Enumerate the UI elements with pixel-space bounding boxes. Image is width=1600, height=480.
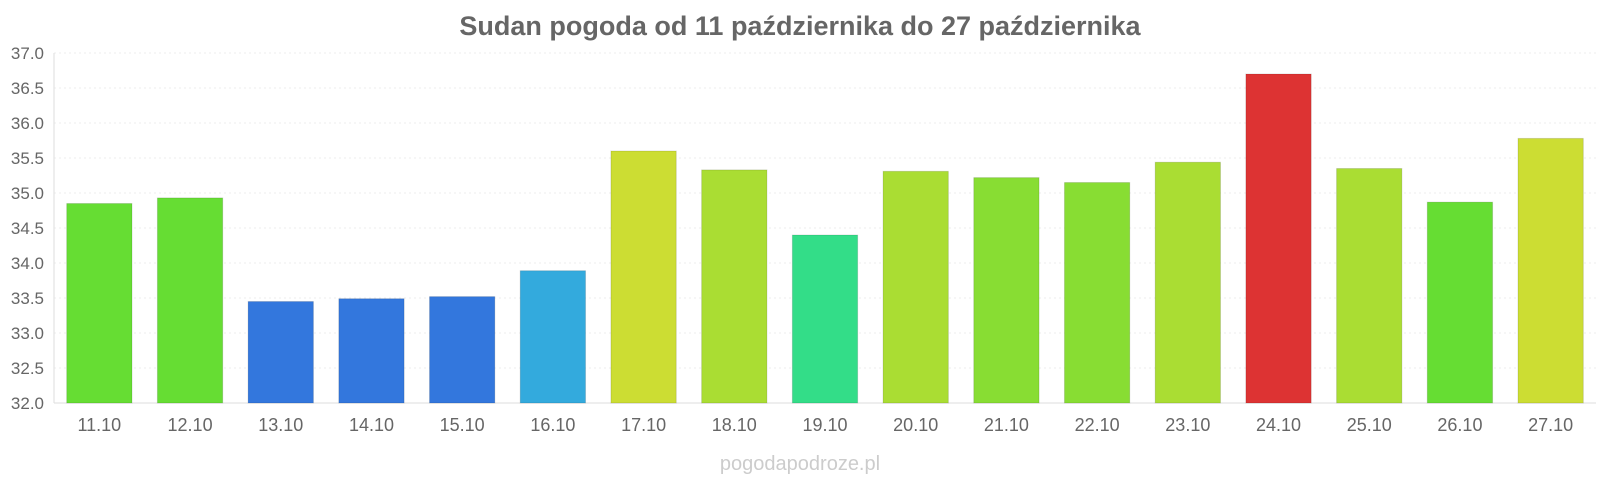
bar-19.10[interactable] <box>791 234 859 404</box>
chart-title: Sudan pogoda od 11 października do 27 pa… <box>459 11 1141 41</box>
y-tick-label: 35.5 <box>11 149 44 168</box>
x-tick-label: 21.10 <box>984 415 1029 435</box>
x-tick-label: 22.10 <box>1075 415 1120 435</box>
bar-17.10[interactable] <box>610 150 677 404</box>
bar-22.10[interactable] <box>1063 182 1131 404</box>
bar-23.10[interactable] <box>1154 161 1221 404</box>
y-tick-label: 33.0 <box>11 324 44 343</box>
bar-20.10[interactable] <box>882 170 949 404</box>
y-tick-label: 34.0 <box>11 254 44 273</box>
x-tick-label: 11.10 <box>77 415 121 435</box>
y-tick-label: 36.0 <box>11 114 44 133</box>
x-tick-label: 24.10 <box>1256 415 1301 435</box>
bar-12.10[interactable] <box>156 197 224 404</box>
x-axis-ticks: 11.10 12.10 13.10 14.10 15.10 16.10 17.10 18.10… <box>77 415 1573 435</box>
bar-14.10[interactable] <box>338 298 405 404</box>
x-tick-label: 23.10 <box>1165 415 1210 435</box>
bar-21.10[interactable] <box>973 177 1040 404</box>
y-tick-label: 36.5 <box>11 79 44 98</box>
bar-27.10[interactable] <box>1517 137 1584 404</box>
x-tick-label: 27.10 <box>1528 415 1573 435</box>
x-tick-label: 19.10 <box>802 415 847 435</box>
bar-16.10[interactable] <box>519 270 587 404</box>
source-credit: pogodapodroze.pl <box>720 453 880 475</box>
x-tick-label: 12.10 <box>168 415 213 435</box>
x-tick-label: 20.10 <box>893 415 938 435</box>
x-tick-label: 14.10 <box>349 415 394 435</box>
y-tick-label: 35.0 <box>11 184 44 203</box>
bar-25.10[interactable] <box>1336 168 1403 404</box>
bar-24.10[interactable] <box>1245 73 1312 404</box>
y-tick-label: 37.0 <box>11 44 44 63</box>
x-tick-label: 15.10 <box>440 415 485 435</box>
bar-15.10[interactable] <box>429 296 496 404</box>
x-tick-label: 13.10 <box>258 415 303 435</box>
y-tick-label: 33.5 <box>11 289 44 308</box>
y-tick-label: 32.5 <box>11 359 44 378</box>
y-tick-label: 34.5 <box>11 219 44 238</box>
x-tick-label: 17.10 <box>621 415 666 435</box>
bar-11.10[interactable] <box>66 203 133 404</box>
bar-26.10[interactable] <box>1426 201 1494 404</box>
bar-13.10[interactable] <box>247 301 314 404</box>
x-tick-label: 25.10 <box>1347 415 1392 435</box>
x-tick-label: 26.10 <box>1437 415 1482 435</box>
y-axis-ticks: 32.0 32.5 33.0 33.5 34.0 34.5 35.0 35.5 36.0 36.5… <box>11 44 44 413</box>
y-tick-label: 32.0 <box>11 394 44 413</box>
bars <box>66 73 1584 404</box>
x-tick-label: 16.10 <box>530 415 575 435</box>
x-tick-label: 18.10 <box>712 415 757 435</box>
bar-18.10[interactable] <box>701 169 768 404</box>
